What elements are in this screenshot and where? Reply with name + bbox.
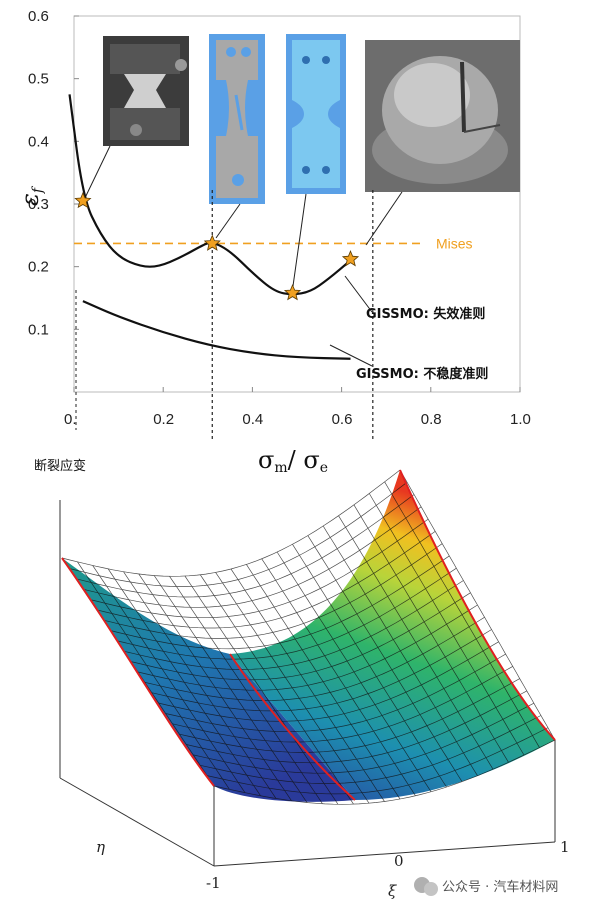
y-tick-label: 0.2 [28, 259, 49, 276]
mesh-line [207, 727, 549, 795]
leader-lines [83, 145, 403, 367]
x-axis-ticks: 0. 0.2 0.4 0.6 0.8 1.0 [64, 387, 531, 428]
mesh-line [193, 702, 535, 774]
mesh-line [276, 551, 432, 792]
mesh-line [384, 481, 540, 748]
surface-red-edges [61, 469, 556, 801]
mesh-line [307, 535, 463, 782]
xi-tick-minus-1: -1 [206, 874, 221, 892]
star-marker [283, 283, 302, 301]
mesh-line [137, 604, 478, 691]
eta-axis-label: η [96, 838, 105, 856]
y-tick-label: 0.4 [28, 133, 49, 150]
star-marker [74, 191, 92, 209]
surface-title: 断裂应变 [34, 458, 86, 474]
star-markers [74, 191, 360, 301]
x-tick-label: 0.4 [242, 411, 263, 428]
xi-tick-0: 0 [394, 852, 404, 870]
top-chart: 0.1 0.2 0.3 0.4 0.5 0.6 0. 0.2 0.4 0.6 0.8 1.0 [16, 8, 531, 476]
mesh-line [353, 504, 509, 763]
failure-criterion-label: GISSMO: 失效准则 [366, 306, 485, 322]
specimen-photo-notched [103, 36, 189, 146]
watermark-text: 公众号 · 汽车材料网 [442, 879, 558, 895]
y-tick-label: 0.1 [28, 321, 49, 338]
mesh-line [246, 564, 401, 800]
xi-axis-label: ξ [388, 882, 397, 900]
mesh-line [165, 653, 506, 733]
surface-chart: 断裂应变 [34, 458, 570, 900]
surface-mesh [61, 469, 556, 805]
mesh-line [200, 715, 542, 784]
mesh-line [261, 558, 416, 796]
star-marker [341, 250, 360, 267]
y-axis-ticks: 0.1 0.2 0.3 0.4 0.5 0.6 [28, 8, 79, 338]
x-axis-title: σm/ σe [258, 446, 328, 476]
mises-label: Mises [436, 235, 473, 251]
specimen-photo-cup [365, 40, 520, 192]
x-tick-label: 0.6 [332, 411, 353, 428]
instability-criterion-label: GISSMO: 不稳度准则 [356, 366, 488, 382]
mesh-line [322, 525, 478, 776]
x-tick-label: 1.0 [510, 411, 531, 428]
series-line-2 [82, 300, 351, 360]
y-axis-title: εf [16, 185, 46, 206]
specimen-drawing-shear [209, 34, 265, 204]
x-tick-label: 0.2 [153, 411, 174, 428]
star-marker [203, 234, 221, 251]
mesh-line [172, 666, 513, 743]
watermark: 公众号 · 汽车材料网 [414, 877, 558, 896]
mesh-line [186, 690, 527, 764]
y-tick-label: 0.3 [28, 196, 49, 213]
mesh-line [179, 678, 520, 753]
surface-right-sheet [230, 470, 555, 800]
y-tick-label: 0.5 [28, 71, 49, 88]
mesh-line [144, 617, 485, 701]
mesh-line [368, 493, 525, 756]
vertical-marker-lines [75, 190, 374, 440]
mesh-line [338, 515, 494, 770]
x-tick-label: 0. [64, 411, 77, 428]
mesh-line [151, 629, 492, 712]
mesh-line [61, 469, 401, 577]
specimen-drawing-notch [286, 34, 346, 194]
xi-tick-1: 1 [560, 838, 570, 856]
y-tick-label: 0.6 [28, 8, 49, 25]
x-tick-label: 0.8 [421, 411, 442, 428]
mesh-line [158, 641, 499, 722]
mesh-line [213, 739, 556, 805]
mesh-line [399, 469, 556, 741]
mesh-line [292, 544, 447, 788]
